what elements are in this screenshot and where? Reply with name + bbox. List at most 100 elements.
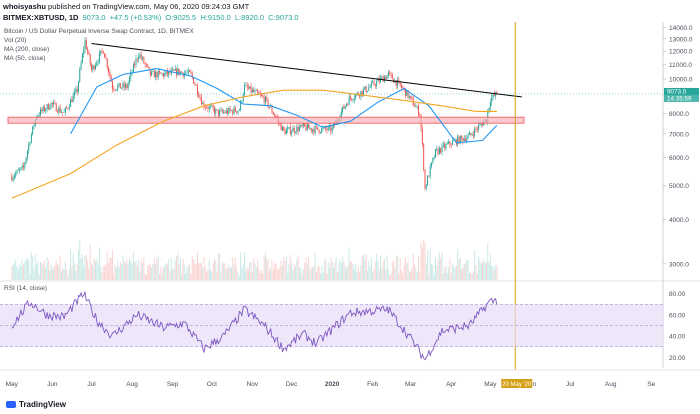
volume-bar	[79, 240, 81, 280]
volume-bar	[391, 262, 393, 280]
candle-body	[298, 127, 300, 132]
candle-body	[450, 144, 452, 146]
volume-bar	[361, 256, 363, 280]
candle-body	[185, 73, 187, 74]
volume-bar	[139, 272, 141, 280]
volume-bar	[122, 255, 124, 280]
candle-body	[258, 92, 260, 94]
volume-bar	[24, 261, 26, 280]
publisher-name[interactable]: whoisyashu	[3, 2, 46, 11]
volume-bar	[30, 252, 32, 280]
candle-body	[474, 128, 476, 136]
volume-bar	[148, 264, 150, 280]
candle-body	[11, 176, 13, 181]
volume-bar	[12, 264, 14, 280]
volume-bar	[160, 266, 162, 280]
legend-title: Bitcoin / US Dollar Perpetual Inverse Sw…	[4, 28, 194, 35]
time-tick-label: Nov	[247, 381, 259, 388]
volume-bar	[331, 261, 333, 280]
volume-bar	[38, 274, 40, 280]
volume-bar	[213, 258, 215, 280]
volume-bar	[246, 267, 248, 280]
volume-bar	[496, 265, 498, 280]
candle-body	[377, 78, 379, 82]
volume-bar	[247, 268, 249, 280]
candle-body	[114, 89, 116, 91]
volume-bar	[166, 263, 168, 280]
candle-body	[12, 177, 14, 181]
candle-body	[459, 135, 461, 144]
volume-bar	[438, 252, 440, 280]
candle-body	[281, 126, 283, 131]
volume-bar	[491, 265, 493, 280]
candle-body	[327, 126, 329, 131]
volume-bar	[162, 267, 164, 280]
last-price: 9073.0	[82, 13, 106, 22]
volume-bar	[495, 265, 497, 280]
candle-body	[102, 51, 104, 54]
volume-bar	[45, 267, 47, 280]
candle-body	[428, 176, 430, 177]
candle-body	[448, 141, 450, 144]
volume-bar	[63, 269, 65, 280]
volume-bar	[485, 261, 487, 280]
volume-bar	[309, 270, 311, 280]
price-tick-label: 11000.0	[669, 62, 692, 69]
volume-bar	[267, 259, 269, 280]
candle-body	[241, 100, 243, 102]
legend-rsi[interactable]: RSI (14, close)	[4, 285, 47, 292]
volume-bar	[266, 258, 268, 280]
candle-body	[440, 148, 442, 153]
candle-body	[58, 107, 60, 113]
candle-body	[355, 94, 357, 99]
volume-bar	[280, 260, 282, 280]
candle-body	[121, 87, 123, 89]
legend-vol[interactable]: Vol (20)	[4, 37, 27, 44]
candle-body	[390, 73, 392, 75]
candle-body	[229, 108, 231, 111]
volume-bar	[102, 265, 104, 280]
volume-bar	[412, 254, 414, 280]
legend-ma200[interactable]: MA (200, close)	[4, 46, 50, 53]
volume-bar	[96, 258, 98, 280]
symbol-label[interactable]: BITMEX:XBTUSD, 1D	[3, 13, 79, 22]
candle-body	[85, 40, 87, 49]
volume-bar	[105, 264, 107, 280]
volume-bar	[364, 259, 366, 280]
candle-body	[351, 98, 353, 100]
volume-bar	[17, 269, 19, 280]
candle-body	[310, 128, 312, 131]
volume-bar	[489, 254, 491, 280]
candle-body	[432, 157, 434, 163]
volume-bar	[454, 267, 456, 280]
volume-bar	[349, 261, 351, 280]
candle-body	[489, 102, 491, 108]
candle-body	[25, 157, 27, 163]
volume-bar	[342, 256, 344, 280]
volume-bar	[402, 273, 404, 280]
volume-bar	[15, 259, 17, 280]
candle-body	[149, 68, 151, 76]
candle-body	[94, 65, 96, 70]
candle-body	[138, 56, 140, 60]
volume-bar	[37, 261, 39, 280]
candle-body	[287, 128, 289, 131]
candle-body	[19, 169, 21, 171]
candle-body	[76, 88, 78, 93]
candle-body	[270, 106, 272, 108]
candle-body	[467, 134, 469, 138]
tradingview-logo[interactable]: TradingView	[6, 400, 66, 409]
price-tick-label: 13000.0	[669, 36, 693, 43]
legend-ma50[interactable]: MA (50, close)	[4, 55, 46, 62]
candle-body	[98, 53, 100, 62]
volume-bar	[118, 267, 120, 280]
volume-bar	[479, 261, 481, 280]
volume-bar	[289, 254, 291, 280]
volume-bar	[198, 263, 200, 280]
candle-body	[81, 54, 83, 63]
candle-body	[164, 73, 166, 77]
candle-body	[33, 125, 35, 127]
candle-body	[262, 95, 264, 97]
low-value: L:8920.0	[234, 13, 265, 22]
